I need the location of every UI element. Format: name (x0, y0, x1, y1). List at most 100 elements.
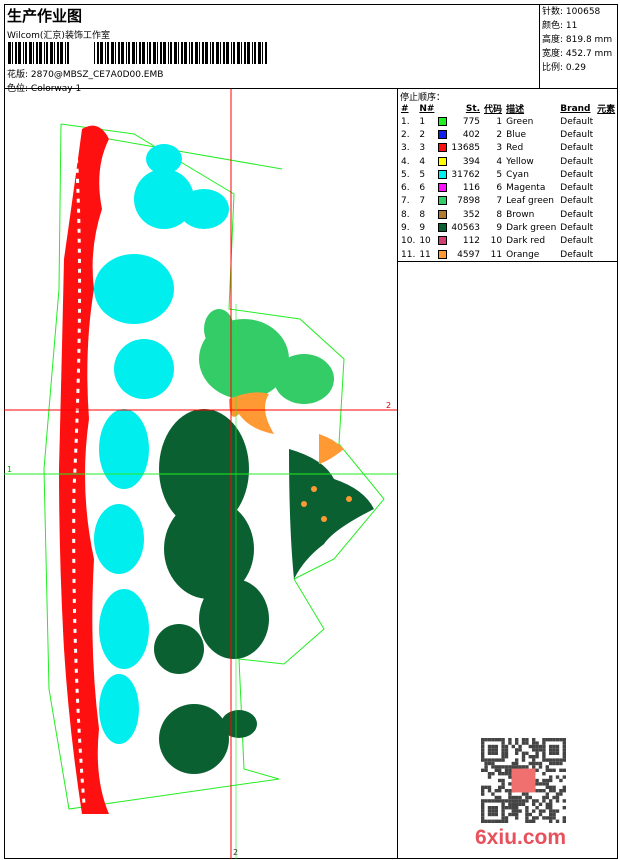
qr-module (532, 765, 536, 769)
qr-module (532, 755, 536, 759)
color-swatch-cell (436, 128, 449, 141)
qr-module (484, 758, 488, 762)
qr-module (562, 755, 566, 759)
qr-module (562, 816, 566, 820)
needle-number: 9 (419, 223, 426, 234)
qr-module (515, 795, 519, 800)
color-swatch-cell (436, 115, 449, 128)
barcode-bar (226, 42, 229, 64)
qr-module (481, 738, 485, 742)
qr-module (515, 765, 519, 769)
qr-module (491, 809, 495, 813)
qr-module (504, 799, 509, 803)
qr-module (491, 761, 495, 766)
qr-module (552, 789, 556, 793)
qr-module (498, 795, 502, 800)
qr-module (498, 789, 502, 793)
qr-module (552, 751, 556, 755)
color-swatch (438, 196, 448, 206)
qr-module (481, 758, 485, 762)
qr-module (504, 772, 509, 776)
needle-number: 8 (419, 209, 426, 220)
barcode-bar (184, 42, 187, 64)
row-index: 10. (401, 236, 416, 247)
qr-module (532, 761, 536, 766)
qr-module (549, 751, 553, 755)
qr-module (501, 765, 505, 769)
barcode-bar (97, 42, 99, 64)
info-label: 颜色: (542, 21, 564, 31)
qr-module (498, 738, 502, 742)
barcode-bar (36, 42, 38, 64)
brand: Default (560, 196, 594, 207)
qr-module (538, 782, 543, 786)
color-swatch (438, 156, 448, 166)
barcode-bar (107, 42, 109, 64)
row-index: 6. (401, 183, 410, 194)
qr-module (494, 799, 498, 803)
qr-module (501, 802, 505, 806)
needle-number: 7 (419, 196, 426, 207)
element (595, 195, 617, 208)
qr-module (538, 789, 543, 793)
color-description: Brown (506, 209, 535, 220)
design-value: 2870@MBSZ_CE7A0D00.EMB (30, 70, 164, 80)
qr-module (504, 755, 509, 759)
qr-module (518, 802, 522, 806)
color-code: 4 (496, 156, 503, 167)
qr-module (555, 819, 560, 823)
qr-module (538, 761, 543, 766)
qr-module (481, 789, 485, 793)
dark-green-motif (154, 409, 374, 774)
qr-module (549, 758, 553, 762)
qr-module (481, 785, 485, 789)
qr-module (501, 809, 505, 813)
qr-module (528, 812, 532, 817)
qr-module (545, 738, 549, 742)
qr-module (535, 761, 539, 766)
color-code: 8 (496, 209, 503, 220)
qr-module (498, 778, 502, 783)
qr-module (538, 809, 543, 813)
color-description: Dark red (506, 236, 546, 247)
qr-module (555, 775, 560, 779)
qr-module (542, 789, 546, 793)
barcode-bar (147, 42, 148, 64)
qr-module (515, 758, 519, 762)
qr-module (508, 802, 512, 806)
barcode-bar (12, 42, 13, 64)
qr-module (562, 768, 566, 772)
qr-module (559, 758, 563, 762)
qr-module (504, 806, 509, 810)
barcode-bar (100, 42, 103, 64)
info-value: 100658 (565, 7, 601, 17)
qr-module (532, 816, 536, 820)
qr-module (487, 744, 492, 749)
qr-module (559, 792, 563, 796)
qr-module (525, 809, 529, 813)
qr-module (501, 755, 505, 759)
qr-module (535, 782, 539, 786)
qr-module (535, 751, 539, 755)
qr-module (521, 751, 526, 755)
qr-module (562, 758, 566, 762)
qr-module (559, 789, 563, 793)
barcode-bar (233, 42, 235, 64)
qr-module (545, 792, 549, 796)
color-table: # N# St. 代码 描述 Brand 元素 1. 1 775 1 Green Default 2. 2… (399, 102, 617, 261)
brand: Default (560, 249, 594, 260)
brand: Default (560, 129, 594, 140)
qr-module (481, 751, 485, 755)
qr-module (552, 748, 556, 752)
qr-module (552, 744, 556, 749)
barcode-bar (33, 42, 34, 64)
qr-module (555, 809, 560, 813)
qr-module (511, 761, 515, 766)
stitch-count: 7898 (457, 196, 481, 207)
qr-module (511, 806, 515, 810)
barcode-bar (39, 42, 42, 64)
qr-module (511, 765, 515, 769)
qr-module (562, 744, 566, 749)
barcode-bar (170, 42, 172, 64)
qr-module (549, 806, 553, 810)
